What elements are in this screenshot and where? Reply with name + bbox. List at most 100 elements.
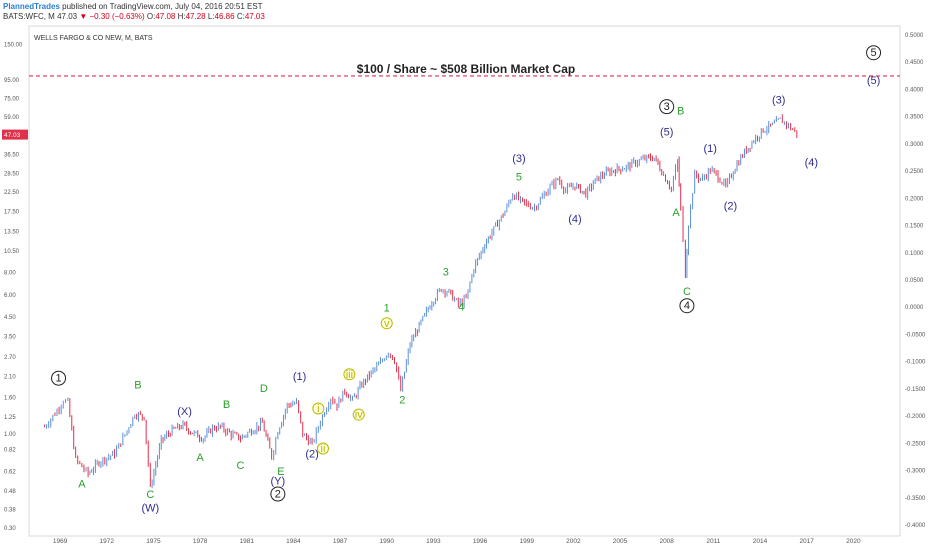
left-tick-label: 0.62 (4, 469, 16, 475)
chart-header: PlannedTrades published on TradingView.c… (3, 2, 265, 22)
wave-label: D (260, 383, 268, 395)
left-tick-label: 2.10 (4, 374, 16, 380)
left-price-axis[interactable]: 150.00 95.00 75.00 59.00 36.50 28.50 22.50 17.5… (4, 42, 23, 531)
left-tick-label: 3.50 (4, 335, 16, 341)
time-tick-label: 1981 (240, 538, 255, 545)
right-tick-label: -0.4000 (905, 523, 926, 529)
close-value: 47.03 (244, 12, 265, 21)
time-axis[interactable]: 1969 1972 1975 1978 1981 1984 1987 1990 1993 1996… (53, 538, 861, 545)
wave-label: C (237, 460, 245, 472)
left-tick-label: 10.50 (4, 249, 20, 255)
wave-label: E (277, 466, 284, 478)
wave-label: C (146, 489, 154, 501)
left-tick-label: 6.00 (4, 293, 16, 299)
wave-label: 4 (458, 302, 464, 314)
right-tick-label: -0.0500 (905, 332, 926, 338)
wave-label: 1 (55, 373, 61, 385)
wave-label: (2) (305, 449, 318, 461)
wave-label: B (677, 105, 684, 117)
time-tick-label: 1999 (519, 538, 534, 545)
left-tick-label: 95.00 (4, 78, 20, 84)
wave-label: (W) (141, 502, 159, 514)
symbol-label: BATS:WFC, M (3, 12, 55, 21)
wave-label-circle (659, 99, 675, 115)
left-tick-label: 13.50 (4, 230, 20, 236)
wave-label: C (683, 286, 691, 298)
right-tick-label: -0.1000 (905, 360, 926, 366)
right-tick-label: 0.1000 (905, 251, 924, 257)
wave-label: iv (355, 409, 363, 421)
plot-frame (28, 25, 901, 537)
wave-label: (3) (512, 153, 525, 165)
wave-label: 1 (384, 302, 390, 314)
wave-label: v (384, 318, 390, 330)
left-tick-label: 2.70 (4, 355, 16, 361)
right-tick-label: -0.3500 (905, 496, 926, 502)
right-tick-label: 0.3500 (905, 115, 924, 121)
time-tick-label: 1996 (473, 538, 488, 545)
right-tick-label: 0.2000 (905, 196, 924, 202)
wave-label: 3 (664, 101, 670, 113)
left-tick-label: 22.50 (4, 190, 20, 196)
time-tick-label: 2008 (659, 538, 674, 545)
wave-label: A (78, 478, 86, 490)
high-label: H: (177, 12, 186, 21)
wave-label: 2 (275, 489, 281, 501)
wave-label: 5 (870, 47, 876, 59)
left-tick-label: 17.50 (4, 210, 20, 216)
right-tick-label: 0.3000 (905, 142, 924, 148)
time-tick-label: 1990 (379, 538, 394, 545)
wave-label: 2 (399, 395, 405, 407)
wave-label-circle (380, 317, 393, 330)
wave-label-circle (679, 298, 695, 314)
right-axis[interactable]: 0.5000 0.4500 0.4000 0.3500 0.3000 0.2500 0.20… (905, 33, 926, 529)
last-price-tag: 47.03 (2, 129, 28, 140)
time-tick-label: 2017 (799, 538, 814, 545)
price-change: ▼ −0.30 (−0.63%) (79, 12, 145, 21)
wave-label: iii (346, 369, 353, 381)
right-tick-label: 0.4000 (905, 87, 924, 93)
low-value: 46.86 (214, 12, 235, 21)
left-tick-label: 75.00 (4, 96, 20, 102)
wave-label: A (196, 452, 204, 464)
time-tick-label: 2002 (566, 538, 581, 545)
left-tick-label: 150.00 (4, 42, 23, 48)
right-tick-label: -0.2500 (905, 441, 926, 447)
time-tick-label: 1975 (146, 538, 161, 545)
chart-title: WELLS FARGO & CO NEW, M, BATS (34, 35, 153, 42)
high-value: 47.28 (185, 12, 206, 21)
left-tick-label: 28.50 (4, 172, 20, 178)
wave-label: (5) (660, 126, 673, 138)
low-label: L: (207, 12, 215, 21)
wave-label: 5 (516, 172, 522, 184)
right-tick-label: -0.2000 (905, 414, 926, 420)
right-tick-label: -0.3000 (905, 469, 926, 475)
last-price-label: 47.03 (4, 132, 21, 139)
wave-label-circle (312, 402, 325, 415)
open-label: O: (146, 12, 156, 21)
right-tick-label: 0.2500 (905, 169, 924, 175)
wave-label: A (672, 207, 680, 219)
wave-label: 3 (443, 266, 449, 278)
wave-label: 4 (684, 300, 690, 312)
author-link[interactable]: PlannedTrades (3, 2, 60, 11)
left-tick-label: 59.00 (4, 115, 20, 121)
wave-label-circle (51, 370, 67, 386)
right-tick-label: 0.4500 (905, 60, 924, 66)
left-tick-label: 4.50 (4, 315, 16, 321)
time-tick-label: 2011 (706, 538, 720, 545)
left-tick-label: 8.00 (4, 270, 16, 276)
wave-label: (5) (867, 75, 880, 87)
wave-label: (4) (805, 157, 818, 169)
wave-label-circle (352, 408, 365, 421)
time-tick-label: 1984 (286, 538, 301, 545)
left-tick-label: 0.38 (4, 507, 16, 513)
time-tick-label: 1972 (100, 538, 115, 545)
wave-label: (Y) (271, 475, 286, 487)
left-tick-label: 36.50 (4, 152, 20, 158)
right-tick-label: 0.1500 (905, 224, 924, 230)
wave-label-circle (270, 486, 286, 502)
wave-label-circle (343, 368, 356, 381)
wave-label: B (223, 399, 230, 411)
